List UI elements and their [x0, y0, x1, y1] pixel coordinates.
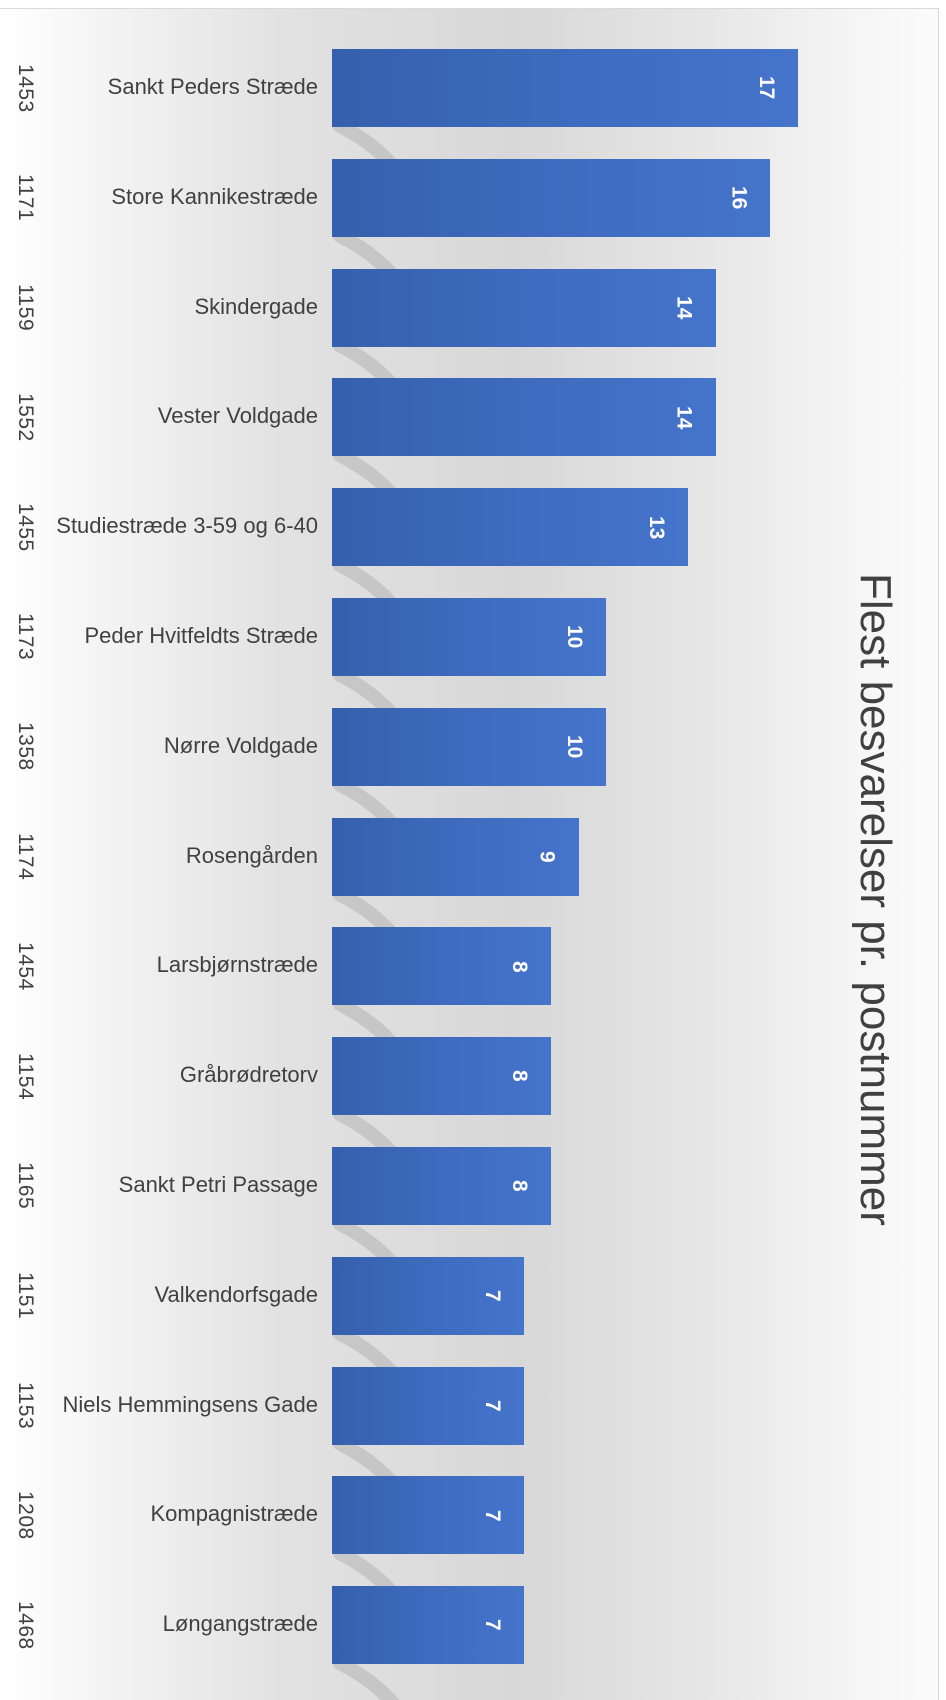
postcode-label: 1165: [14, 1162, 37, 1210]
bar-value-label: 10: [563, 625, 586, 649]
category-label: Niels Hemmingsens Gade: [62, 1391, 318, 1417]
bar: [332, 378, 716, 457]
category-label: Valkendorfsgade: [154, 1281, 319, 1307]
category-label: Sankt Peders Stræde: [107, 74, 318, 99]
category-label: Rosengården: [185, 842, 318, 868]
bar-value-label: 7: [480, 1619, 504, 1632]
bar-value-label: 7: [480, 1399, 504, 1412]
bar-value-label: 17: [754, 76, 778, 100]
category-label: Store Kannikestræde: [111, 183, 318, 209]
postcode-label: 1154: [14, 1052, 37, 1100]
bar-value-label: 10: [563, 735, 586, 759]
postcode-label: 1208: [14, 1491, 37, 1540]
bar: [332, 49, 798, 127]
postcode-label: 1468: [14, 1600, 37, 1650]
category-label: Larsbjørnstræde: [156, 952, 318, 978]
bar: [332, 1037, 552, 1116]
chart-area: 1453 Sankt Peders Stræde 17 1171 Store Kanni…: [0, 8, 939, 1700]
category-label: Nørre Voldgade: [163, 732, 318, 758]
category-label: Peder Hvitfeldts Stræde: [84, 623, 318, 648]
postcode-label: 1552: [14, 393, 37, 442]
postcode-label: 1153: [14, 1382, 37, 1430]
category-label: Kompagnistræde: [150, 1501, 318, 1527]
bar-value-label: 8: [508, 1070, 532, 1083]
postcode-label: 1453: [14, 63, 37, 113]
bar: [332, 1476, 524, 1555]
category-label: Vester Voldgade: [157, 403, 318, 429]
bar-shadow: [333, 1656, 400, 1700]
category-label: Skindergade: [194, 293, 318, 319]
postcode-label: 1151: [14, 1272, 37, 1320]
chart-title: Flest besvarelser pr. postnummer: [851, 572, 900, 1226]
bar: [332, 158, 771, 237]
bar-value-label: 14: [672, 405, 696, 430]
bar-value-label: 9: [535, 850, 559, 863]
bar: [332, 817, 579, 896]
bar: [332, 268, 716, 347]
bar-value-label: 7: [480, 1289, 504, 1302]
bar: [332, 1256, 524, 1335]
bar-value-label: 14: [672, 295, 696, 320]
postcode-label: 1455: [14, 502, 37, 552]
bar: [332, 1147, 552, 1225]
bar-value-label: 16: [727, 186, 751, 210]
postcode-label: 1173: [14, 613, 37, 661]
postcode-label: 1174: [14, 833, 37, 881]
postcode-label: 1159: [14, 284, 37, 332]
postcode-label: 1454: [14, 942, 37, 991]
category-label: Løngangstræde: [162, 1611, 318, 1637]
bar: [332, 1366, 524, 1445]
bar-value-label: 8: [508, 1180, 532, 1192]
bar: [332, 598, 606, 676]
bar: [332, 488, 689, 567]
bar: [332, 927, 552, 1006]
postcode-label: 1171: [14, 174, 37, 222]
bar: [332, 707, 606, 786]
bar-value-label: 13: [645, 515, 669, 539]
postcode-label: 1358: [14, 722, 37, 772]
category-label: Sankt Petri Passage: [118, 1172, 318, 1197]
bar-value-label: 7: [480, 1509, 504, 1522]
bar: [332, 1586, 524, 1665]
category-label: Studiestræde 3-59 og 6-40: [56, 513, 318, 539]
category-label: Gråbrødretorv: [179, 1062, 318, 1088]
bar-value-label: 8: [508, 960, 532, 973]
